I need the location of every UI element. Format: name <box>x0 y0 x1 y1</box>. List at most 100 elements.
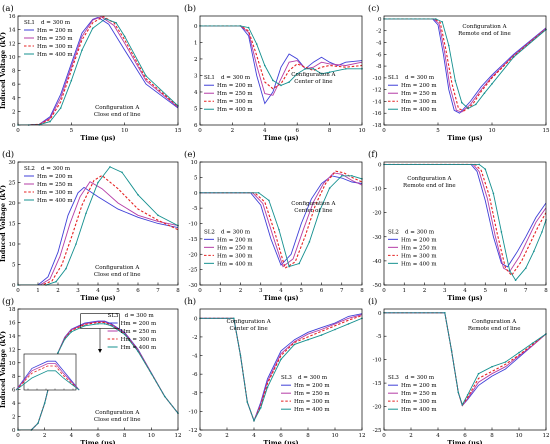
legend-entry: Hm = 200 m <box>121 321 157 327</box>
x-tick-label: 2 <box>231 128 235 134</box>
legend-entry: Hm = 200 m <box>37 174 73 180</box>
x-tick-label: 10 <box>148 433 155 439</box>
x-tick-label: 5 <box>116 288 120 294</box>
x-axis-label: Time (μs) <box>447 439 482 444</box>
legend-entry: Hm = 400 m <box>121 345 157 351</box>
x-axis-label: Time (μs) <box>447 134 482 142</box>
y-tick-label: 6 <box>194 123 198 129</box>
legend-entry: Hm = 200 m <box>401 237 437 243</box>
y-tick-label: 0 <box>378 17 382 23</box>
series-marker <box>288 265 290 268</box>
series-marker <box>508 269 511 272</box>
plot-frame <box>383 15 547 126</box>
legend-entry: Hm = 300 m <box>217 99 253 105</box>
x-tick-label: 1 <box>219 288 223 294</box>
x-tick-label: 2 <box>239 288 243 294</box>
x-tick-label: 10 <box>332 433 339 439</box>
panel-label: (i) <box>368 296 377 307</box>
x-tick-label: 12 <box>175 433 182 439</box>
x-tick-label: 5 <box>300 288 304 294</box>
x-tick-label: 8 <box>328 128 332 134</box>
series-marker <box>239 25 242 27</box>
series-marker <box>253 419 255 422</box>
series-marker <box>57 351 59 354</box>
x-tick-label: 0 <box>16 433 20 439</box>
legend-header-distance: d = 300 m <box>298 375 328 381</box>
legend-entry: Hm = 400 m <box>401 407 437 413</box>
y-tick-label: -4 <box>192 354 198 360</box>
legend-entry: Hm = 300 m <box>121 337 157 343</box>
series-marker <box>49 120 51 123</box>
x-tick-label: 4 <box>252 433 256 439</box>
annotation-config: Configuration A <box>95 410 140 416</box>
legend-entry: Hm = 300 m <box>401 253 437 259</box>
series-marker <box>97 323 99 325</box>
y-tick-label: -20 <box>189 252 198 258</box>
y-tick-label: 1 <box>194 40 198 46</box>
annotation-config: Configuration A <box>95 265 140 271</box>
x-tick-label: 3 <box>259 288 263 294</box>
y-tick-label: -15 <box>373 381 382 387</box>
x-tick-label: 2 <box>409 433 413 439</box>
plot-frame <box>17 308 179 431</box>
y-tick-label: 18 <box>9 307 16 313</box>
series-marker <box>525 267 527 269</box>
x-tick-label: 6 <box>504 288 508 294</box>
series-marker <box>492 192 495 195</box>
plot-frame <box>383 308 547 431</box>
x-tick-label: 15 <box>543 128 550 134</box>
series-line <box>200 314 362 423</box>
x-axis-label: Time (μs) <box>263 134 298 142</box>
series-marker <box>109 166 111 168</box>
inset-series-line <box>15 365 80 391</box>
y-tick-label: -40 <box>373 259 382 265</box>
series-marker <box>441 21 444 23</box>
series-marker <box>110 325 113 327</box>
x-tick-label: 4 <box>463 288 467 294</box>
x-tick-label: 8 <box>176 288 180 294</box>
y-tick-label: -15 <box>189 237 198 243</box>
x-tick-label: 8 <box>306 433 310 439</box>
x-tick-label: 6 <box>463 433 467 439</box>
y-tick-label: 0 <box>12 283 16 289</box>
y-tick-label: 3 <box>194 73 198 79</box>
series-marker <box>466 394 469 396</box>
y-tick-label: 14 <box>9 28 16 34</box>
x-tick-label: 2 <box>56 288 60 294</box>
x-tick-label: 0 <box>382 128 386 134</box>
y-tick-label: -18 <box>373 123 382 129</box>
series-line <box>18 174 178 285</box>
series-marker <box>288 81 290 83</box>
series-marker <box>115 22 117 24</box>
x-tick-label: 0 <box>382 288 386 294</box>
panel-label: (d) <box>2 149 14 160</box>
series-marker <box>233 317 235 320</box>
series-marker <box>514 279 517 282</box>
series-line <box>384 18 546 110</box>
x-tick-label: 0 <box>16 128 20 134</box>
x-tick-label: 6 <box>279 433 283 439</box>
series-marker <box>320 334 323 336</box>
series-marker <box>461 101 463 104</box>
legend-header-line: SL2 <box>204 229 215 235</box>
x-axis-label: Time (μs) <box>80 134 115 142</box>
series-line <box>200 314 362 422</box>
x-tick-label: 4 <box>279 288 283 294</box>
legend-entry: Hm = 250 m <box>37 182 73 188</box>
panel-label: (g) <box>2 296 14 307</box>
zoom-arrowhead <box>98 349 102 353</box>
series-marker <box>104 17 107 20</box>
annotation-config: Configuration A <box>472 319 517 325</box>
series-line <box>200 170 362 269</box>
series-marker <box>268 199 270 202</box>
y-tick-label: -30 <box>189 283 198 289</box>
series-marker <box>37 422 39 425</box>
y-tick-label: -50 <box>373 283 382 289</box>
series-marker <box>163 395 166 398</box>
panel-label: (f) <box>368 149 378 160</box>
x-tick-label: 6 <box>295 128 299 134</box>
legend-entry: Hm = 300 m <box>294 399 330 405</box>
y-tick-label: 5 <box>194 175 198 181</box>
series-marker <box>239 354 242 357</box>
